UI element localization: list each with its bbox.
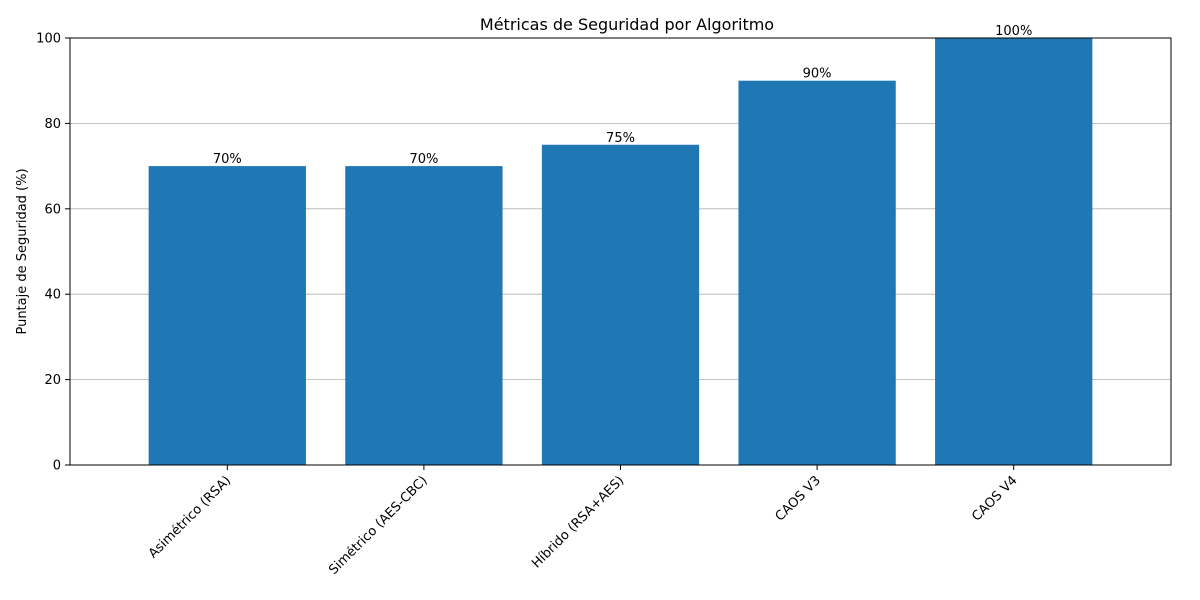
bar: [738, 80, 896, 465]
x-tick-label: CAOS V3: [773, 473, 824, 524]
bar-value-label: 75%: [606, 131, 635, 146]
y-tick-label: 40: [44, 288, 61, 303]
y-tick-label: 0: [53, 459, 61, 474]
bar-value-label: 70%: [409, 152, 438, 167]
y-axis-label: Puntaje de Seguridad (%): [15, 168, 30, 334]
bars: [148, 38, 1093, 465]
y-tick-label: 80: [44, 117, 61, 132]
y-tick-label: 100: [36, 32, 61, 47]
bar: [541, 144, 700, 465]
bar-value-labels: 70% 70% 75% 90% 100%: [213, 24, 1032, 167]
bar: [148, 166, 306, 465]
x-tick-label: Simétrico (AES-CBC): [326, 473, 431, 578]
chart-title: Métricas de Seguridad por Algoritmo: [480, 15, 774, 34]
bar-value-label: 90%: [803, 67, 832, 82]
bar-value-label: 100%: [995, 24, 1032, 39]
x-axis-ticks: Asimétrico (RSA) Simétrico (AES-CBC) Híbri…: [146, 465, 1021, 578]
x-tick-label: CAOS V4: [969, 473, 1020, 524]
bar: [345, 166, 503, 465]
y-tick-label: 20: [44, 373, 61, 388]
x-tick-label: Híbrido (RSA+AES): [529, 473, 627, 571]
bar: [935, 38, 1093, 465]
x-tick-label: Asimétrico (RSA): [146, 473, 234, 561]
y-tick-label: 60: [44, 202, 61, 217]
y-axis-ticks: 0 20 40 60 80 100: [36, 32, 70, 474]
bar-value-label: 70%: [213, 152, 242, 167]
